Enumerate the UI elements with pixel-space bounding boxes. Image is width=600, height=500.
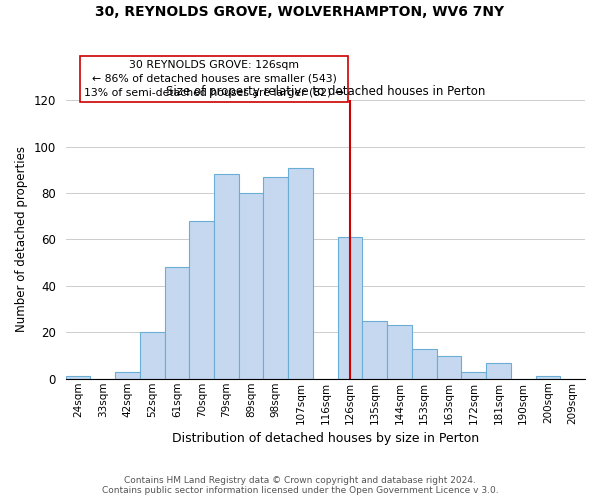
Bar [164, 268, 190, 379]
Bar [115, 372, 140, 379]
Text: 30 REYNOLDS GROVE: 126sqm
← 86% of detached houses are smaller (543)
13% of semi: 30 REYNOLDS GROVE: 126sqm ← 86% of detac… [84, 60, 344, 98]
Bar [486, 362, 511, 379]
Bar [437, 356, 461, 379]
Title: Size of property relative to detached houses in Perton: Size of property relative to detached ho… [166, 84, 485, 98]
X-axis label: Distribution of detached houses by size in Perton: Distribution of detached houses by size … [172, 432, 479, 445]
Bar [140, 332, 164, 379]
Bar [288, 168, 313, 379]
Bar [338, 237, 362, 379]
Bar [214, 174, 239, 379]
Bar [461, 372, 486, 379]
Bar [387, 326, 412, 379]
Text: 30, REYNOLDS GROVE, WOLVERHAMPTON, WV6 7NY: 30, REYNOLDS GROVE, WOLVERHAMPTON, WV6 7… [95, 5, 505, 19]
Bar [190, 221, 214, 379]
Bar [239, 193, 263, 379]
Text: Contains HM Land Registry data © Crown copyright and database right 2024.
Contai: Contains HM Land Registry data © Crown c… [101, 476, 499, 495]
Bar [536, 376, 560, 379]
Bar [65, 376, 91, 379]
Y-axis label: Number of detached properties: Number of detached properties [15, 146, 28, 332]
Bar [412, 348, 437, 379]
Bar [263, 177, 288, 379]
Bar [362, 320, 387, 379]
